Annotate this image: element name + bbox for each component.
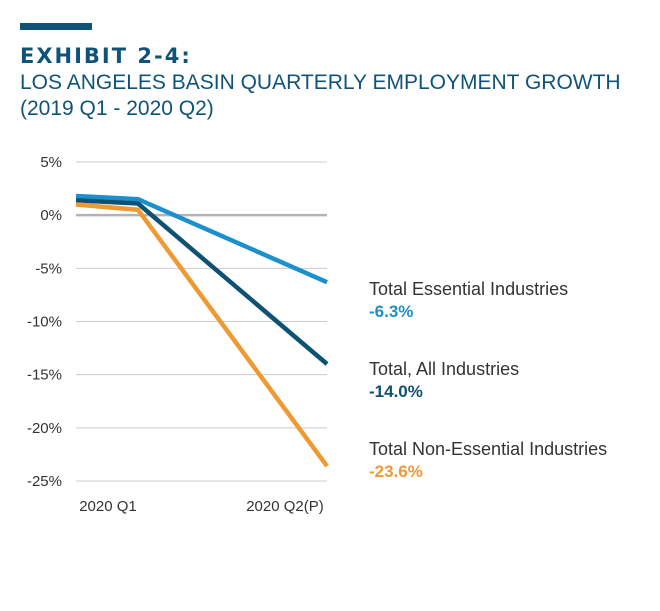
accent-bar bbox=[20, 23, 92, 30]
series-line bbox=[75, 202, 329, 468]
x-tick-label: 2020 Q1 bbox=[79, 498, 137, 515]
series-label: Total Non-Essential Industries bbox=[369, 439, 607, 459]
y-tick-label: -5% bbox=[35, 260, 62, 277]
y-tick-label: -15% bbox=[27, 367, 62, 384]
y-tick-label: -20% bbox=[27, 420, 62, 437]
chart-subtitle: LOS ANGELES BASIN QUARTERLY EMPLOYMENT G… bbox=[20, 71, 621, 120]
chart-title: EXHIBIT 2-4: bbox=[20, 44, 192, 68]
series-end-value: -23.6% bbox=[369, 462, 423, 481]
series-end-value: -14.0% bbox=[369, 382, 423, 401]
series-label: Total Essential Industries bbox=[369, 279, 568, 299]
y-tick-label: -25% bbox=[27, 473, 62, 490]
series-line bbox=[75, 193, 328, 285]
series-line bbox=[75, 198, 329, 366]
y-tick-label: 0% bbox=[40, 207, 62, 224]
series-label: Total, All Industries bbox=[369, 359, 519, 379]
y-tick-label: 5% bbox=[40, 154, 62, 171]
x-tick-label: 2020 Q2(P) bbox=[246, 498, 324, 515]
y-tick-label: -10% bbox=[27, 314, 62, 331]
series-end-value: -6.3% bbox=[369, 302, 413, 321]
